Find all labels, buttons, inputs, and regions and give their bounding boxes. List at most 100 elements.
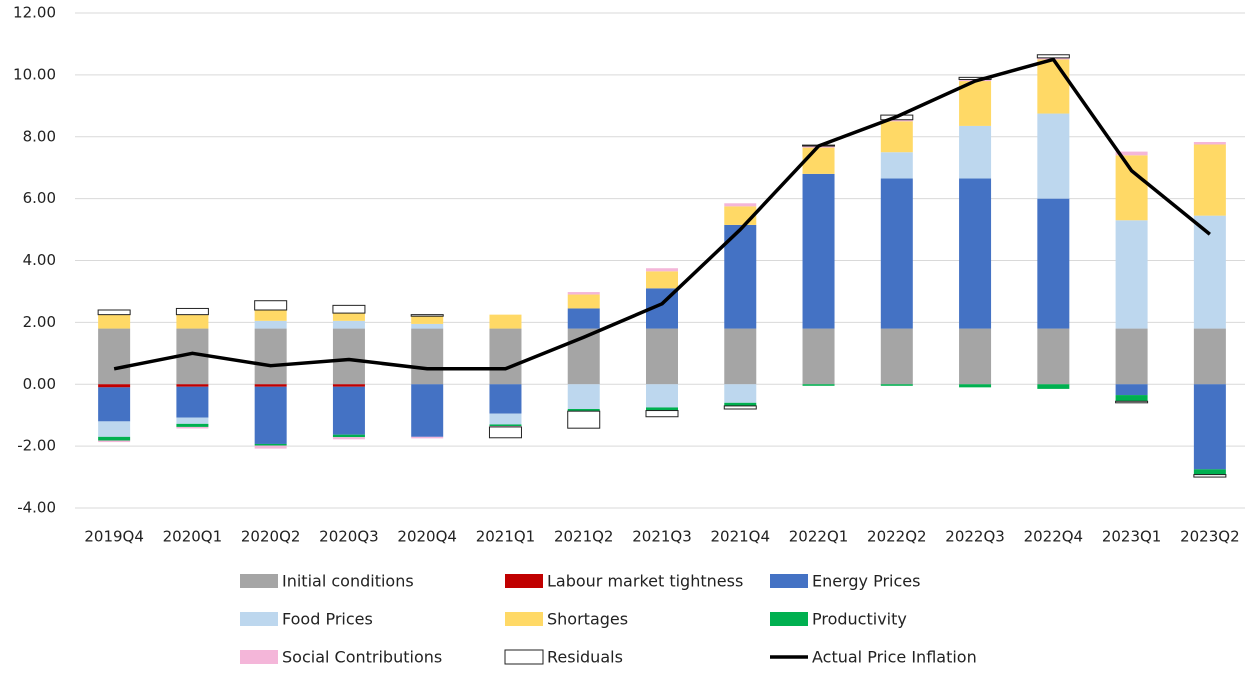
legend-swatch	[505, 574, 543, 588]
bar-segment	[567, 294, 600, 309]
bar-segment	[411, 384, 444, 437]
bar-segment	[176, 314, 209, 329]
bar-segment	[802, 173, 835, 329]
bar-segment	[488, 426, 522, 439]
bar-segment	[332, 386, 365, 435]
bar-segment	[1115, 395, 1148, 402]
bar-segment	[880, 121, 913, 153]
x-tick-label: 2021Q3	[632, 528, 692, 546]
bar-segment	[646, 328, 678, 385]
legend-swatch	[240, 650, 278, 664]
bar-segment	[411, 328, 444, 385]
bar-segment	[254, 300, 288, 311]
bar-segment	[176, 386, 209, 418]
bar-segment	[1193, 384, 1226, 470]
bar-segment	[1037, 113, 1070, 199]
legend-label: Social Contributions	[282, 648, 442, 667]
bar-segment	[724, 224, 757, 329]
bar-segment	[411, 316, 444, 324]
bar-segment	[254, 443, 287, 446]
bar-segment	[1037, 59, 1070, 114]
x-tick-label: 2022Q3	[945, 528, 1005, 546]
bar-segment	[176, 384, 209, 387]
bar-segment	[254, 384, 287, 387]
bar-segment	[1037, 198, 1070, 329]
bar-segment	[254, 310, 287, 321]
bar-segment	[176, 423, 209, 427]
bar-segment	[489, 328, 522, 385]
x-tick-label: 2021Q2	[554, 528, 614, 546]
y-tick-label: 8.00	[23, 127, 56, 145]
legend-label: Shortages	[547, 610, 628, 629]
bar-segment	[98, 440, 131, 443]
bar-segment	[959, 384, 992, 388]
bar-segment	[98, 387, 131, 422]
bar-segment	[332, 328, 365, 385]
bar-segment	[1037, 384, 1070, 389]
bar-segment	[802, 147, 835, 174]
y-tick-label: 0.00	[23, 375, 56, 393]
bar-segment	[98, 314, 131, 329]
bar-segment	[880, 178, 913, 329]
bar-segment	[959, 81, 992, 126]
legend-label: Energy Prices	[812, 572, 920, 591]
bar-segment	[332, 313, 365, 321]
bar-segment	[1037, 328, 1070, 385]
bar-segment	[98, 328, 131, 385]
bar-segment	[411, 436, 444, 439]
bar-segment	[1115, 328, 1148, 385]
bar-segment	[97, 309, 131, 316]
bar-segment	[723, 405, 757, 410]
bar-segment	[646, 384, 678, 408]
x-tick-label: 2020Q3	[319, 528, 379, 546]
bar-segment	[176, 426, 209, 429]
bar-segment	[1193, 469, 1226, 475]
bar-segment	[646, 271, 678, 289]
legend-swatch	[240, 574, 278, 588]
bar-segment	[959, 328, 992, 385]
y-tick-label: 4.00	[23, 251, 56, 269]
y-tick-label: -4.00	[17, 499, 56, 517]
bar-segment	[411, 323, 444, 329]
bar-segment	[646, 268, 678, 272]
bar-segment	[1115, 400, 1149, 404]
bar-segment	[1193, 144, 1226, 216]
bar-segment	[489, 413, 522, 425]
bar-segment	[332, 320, 365, 329]
legend-label: Residuals	[547, 648, 623, 667]
bar-segment	[724, 384, 757, 403]
bar-segment	[646, 407, 678, 411]
bar-segment	[802, 328, 835, 385]
bar-segment	[959, 178, 992, 329]
bar-segment	[880, 119, 913, 122]
bar-segment	[567, 308, 600, 329]
bar-segment	[332, 434, 365, 438]
bar-segment	[332, 437, 365, 440]
x-tick-label: 2023Q1	[1102, 528, 1162, 546]
bar-segment	[332, 384, 365, 387]
bar-segment	[1193, 474, 1227, 478]
bar-segment	[410, 314, 444, 317]
x-tick-label: 2020Q1	[163, 528, 223, 546]
line	[113, 57, 1211, 371]
bar-segment	[959, 125, 992, 179]
y-tick-label: 10.00	[13, 65, 56, 83]
bar-segment	[802, 384, 835, 386]
bar-segment	[724, 328, 757, 385]
bar-segment	[567, 384, 600, 409]
bar-segment	[567, 410, 601, 429]
legend-label: Food Prices	[282, 610, 373, 629]
legend-swatch	[770, 612, 808, 626]
x-tick-label: 2020Q4	[397, 528, 457, 546]
bar-segment	[332, 304, 366, 314]
y-tick-label: 6.00	[23, 189, 56, 207]
legend-label: Initial conditions	[282, 572, 414, 591]
bar-segment	[98, 384, 131, 388]
bar-segment	[645, 410, 679, 418]
legend-swatch	[240, 612, 278, 626]
bar-segment	[1193, 328, 1226, 385]
bar-segment	[254, 328, 287, 385]
y-tick-label: -2.00	[17, 437, 56, 455]
bar-segment	[1193, 215, 1226, 329]
